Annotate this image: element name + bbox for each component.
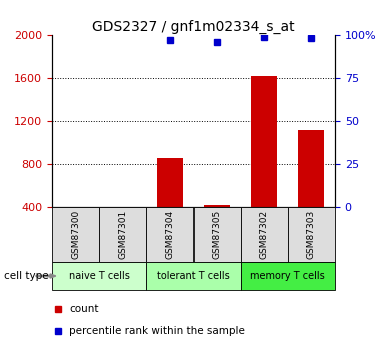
Bar xyxy=(99,207,146,262)
Text: GSM87305: GSM87305 xyxy=(212,210,222,259)
Text: GSM87300: GSM87300 xyxy=(71,210,80,259)
Bar xyxy=(193,207,241,262)
Text: GSM87301: GSM87301 xyxy=(118,210,127,259)
Text: GSM87302: GSM87302 xyxy=(260,210,269,259)
Bar xyxy=(204,205,230,207)
Text: cell type: cell type xyxy=(4,271,48,281)
Bar xyxy=(146,207,193,262)
Bar xyxy=(146,262,241,290)
Title: GDS2327 / gnf1m02334_s_at: GDS2327 / gnf1m02334_s_at xyxy=(92,20,295,34)
Text: count: count xyxy=(69,304,98,314)
Bar xyxy=(241,262,335,290)
Text: memory T cells: memory T cells xyxy=(250,271,325,281)
Text: GSM87303: GSM87303 xyxy=(307,210,316,259)
Bar xyxy=(288,207,335,262)
Bar xyxy=(251,76,277,207)
Bar xyxy=(52,262,146,290)
Text: GSM87304: GSM87304 xyxy=(165,210,174,259)
Bar xyxy=(298,130,325,207)
Bar xyxy=(241,207,288,262)
Text: tolerant T cells: tolerant T cells xyxy=(157,271,230,281)
Bar xyxy=(157,158,183,207)
Text: percentile rank within the sample: percentile rank within the sample xyxy=(69,326,245,336)
Text: naive T cells: naive T cells xyxy=(69,271,130,281)
Bar xyxy=(52,207,99,262)
